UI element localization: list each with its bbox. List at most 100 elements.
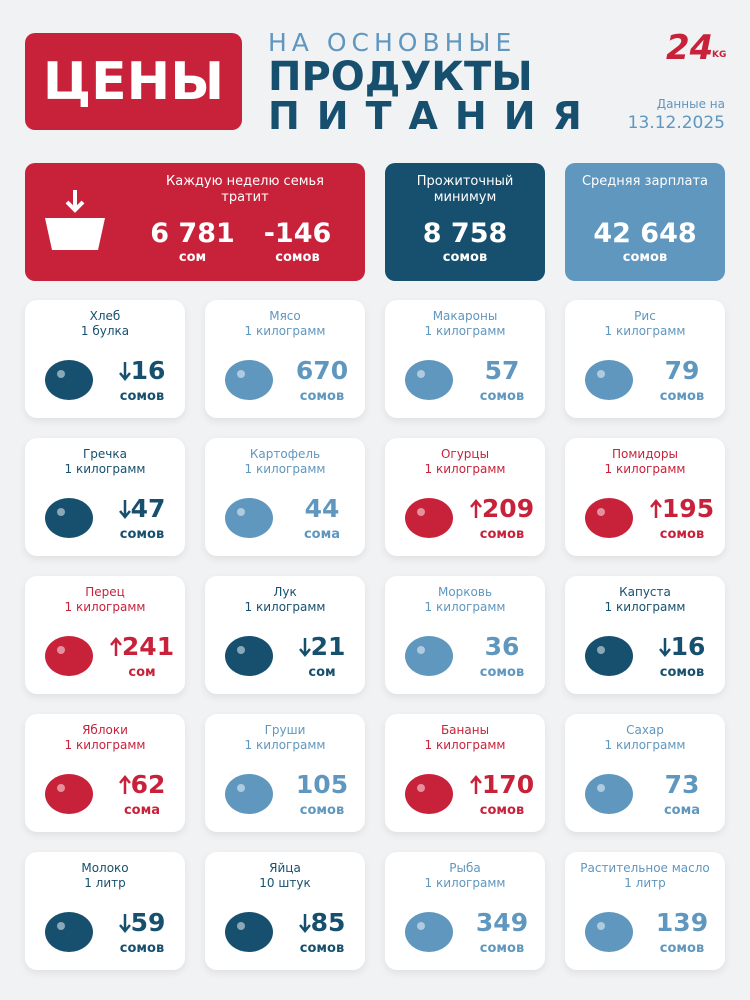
basket bbox=[45, 218, 105, 250]
icon-shape bbox=[585, 498, 633, 538]
arrow-path bbox=[298, 637, 311, 657]
trend-arrow bbox=[649, 498, 662, 518]
icon-shape bbox=[45, 774, 93, 814]
item-unit: 1 килограмм bbox=[64, 462, 146, 476]
summary-unit: сомов bbox=[442, 250, 488, 265]
item-card: Рыба 1 килограмм 349 сомов bbox=[385, 852, 545, 970]
trend-arrow bbox=[298, 637, 311, 657]
item-icon bbox=[405, 774, 453, 814]
item-currency: сомов bbox=[479, 941, 525, 956]
icon-detail bbox=[57, 646, 65, 654]
title-line: НА ОСНОВНЫЕ bbox=[268, 28, 517, 57]
item-currency: сома bbox=[663, 803, 701, 818]
item-icon bbox=[405, 498, 453, 538]
item-card: Растительное масло 1 литр 139 сомов bbox=[565, 852, 725, 970]
item-value: 47 bbox=[130, 494, 166, 523]
item-icon bbox=[585, 912, 633, 952]
item-card: Рис 1 килограмм 79 сомов bbox=[565, 300, 725, 418]
trend-arrow bbox=[118, 499, 131, 519]
item-value-row: 170 bbox=[467, 770, 537, 799]
item-card: Помидоры 1 килограмм 195 сомов bbox=[565, 438, 725, 556]
item-card: Яйца 10 штук 85 сомов bbox=[205, 852, 365, 970]
summary-value: 8 758 bbox=[422, 218, 508, 249]
item-value-row: 21 bbox=[287, 632, 357, 661]
arrow-path bbox=[649, 498, 662, 518]
item-currency: сом bbox=[128, 665, 156, 680]
item-icon bbox=[585, 636, 633, 676]
item-value-row: 59 bbox=[107, 908, 177, 937]
item-value: 21 bbox=[310, 632, 346, 661]
item-card: Макароны 1 килограмм 57 сомов bbox=[385, 300, 545, 418]
item-name: Растительное масло bbox=[580, 861, 710, 875]
item-icon bbox=[225, 774, 273, 814]
arrow-path bbox=[469, 498, 482, 518]
item-value: 57 bbox=[484, 356, 520, 385]
item-icon bbox=[405, 360, 453, 400]
item-value: 670 bbox=[295, 356, 349, 385]
item-currency: сомов bbox=[479, 665, 525, 680]
icon-shape bbox=[585, 774, 633, 814]
item-name: Молоко bbox=[81, 861, 129, 875]
icon-detail bbox=[597, 784, 605, 792]
item-value: 59 bbox=[130, 908, 166, 937]
summary-card: Каждую неделю семья тратит 6 781 сом -146 со… bbox=[25, 163, 365, 281]
item-unit: 1 килограмм bbox=[424, 462, 506, 476]
icon-detail bbox=[237, 370, 245, 378]
icon-shape bbox=[405, 360, 453, 400]
item-name: Груши bbox=[264, 723, 306, 737]
item-icon bbox=[225, 498, 273, 538]
icon-detail bbox=[57, 508, 65, 516]
arrow-path bbox=[109, 636, 122, 656]
item-value-row: 349 bbox=[467, 908, 537, 937]
summary-value: 6 781 bbox=[150, 218, 235, 249]
summary-value: -146 bbox=[263, 218, 332, 249]
item-value: 16 bbox=[130, 356, 166, 385]
item-value: 44 bbox=[304, 494, 340, 523]
item-card: Лук 1 килограмм 21 сом bbox=[205, 576, 365, 694]
logo: 24 bbox=[666, 28, 714, 68]
item-value-row: 105 bbox=[287, 770, 357, 799]
arrow-path bbox=[118, 774, 131, 794]
summary-label: Каждую неделю семья тратит bbox=[166, 174, 324, 205]
item-value-row: 36 bbox=[467, 632, 537, 661]
item-name: Яблоки bbox=[82, 723, 128, 737]
item-value-row: 670 bbox=[287, 356, 357, 385]
item-currency: сомов bbox=[659, 527, 705, 542]
item-card: Капуста 1 килограмм 16 сомов bbox=[565, 576, 725, 694]
item-name: Гречка bbox=[82, 447, 127, 461]
item-card: Огурцы 1 килограмм 209 сомов bbox=[385, 438, 545, 556]
item-currency: сомов bbox=[479, 527, 525, 542]
icon-detail bbox=[597, 646, 605, 654]
item-unit: 1 булка bbox=[80, 324, 130, 338]
icon-detail bbox=[237, 922, 245, 930]
item-icon bbox=[45, 636, 93, 676]
arrow-path bbox=[469, 774, 482, 794]
item-unit: 1 килограмм bbox=[64, 600, 146, 614]
item-currency: сомов bbox=[299, 941, 345, 956]
item-name: Помидоры bbox=[612, 447, 678, 461]
item-card: Бананы 1 килограмм 170 сомов bbox=[385, 714, 545, 832]
icon-shape bbox=[225, 636, 273, 676]
item-currency: сомов bbox=[119, 941, 165, 956]
item-value-row: 241 bbox=[107, 632, 177, 661]
title-line: ПРОДУКТЫ bbox=[268, 54, 533, 100]
item-value: 16 bbox=[670, 632, 706, 661]
icon-shape bbox=[585, 636, 633, 676]
icon-shape bbox=[45, 498, 93, 538]
icon-detail bbox=[57, 370, 65, 378]
item-value-row: 44 bbox=[287, 494, 357, 523]
item-unit: 1 килограмм bbox=[424, 600, 506, 614]
trend-arrow bbox=[109, 636, 122, 656]
item-value: 209 bbox=[481, 494, 535, 523]
item-name: Рис bbox=[634, 309, 656, 323]
summary-value: 42 648 bbox=[593, 218, 697, 249]
item-name: Бананы bbox=[440, 723, 490, 737]
item-value: 85 bbox=[310, 908, 346, 937]
item-value-row: 16 bbox=[107, 356, 177, 385]
icon-shape bbox=[585, 912, 633, 952]
basket-icon bbox=[45, 190, 105, 250]
summary-unit: сомов bbox=[275, 250, 320, 265]
item-currency: сома bbox=[303, 527, 341, 542]
item-currency: сомов bbox=[299, 389, 345, 404]
